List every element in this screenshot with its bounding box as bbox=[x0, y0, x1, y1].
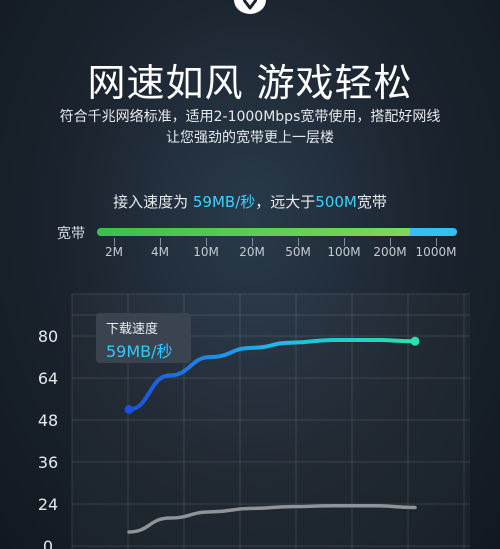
download-speed-curve bbox=[127, 337, 417, 412]
broadband-label: 宽带 bbox=[57, 226, 85, 242]
y-tick-label: 36 bbox=[38, 453, 58, 472]
broadband-progress-bar bbox=[97, 228, 457, 236]
broadband-tick-label: 4M bbox=[151, 245, 169, 259]
broadband-tick-label: 10M bbox=[193, 245, 219, 259]
tooltip-value: 59MB/秒 bbox=[106, 342, 173, 361]
chevron-down-icon bbox=[243, 0, 257, 10]
speed-suffix: 宽带 bbox=[356, 193, 387, 211]
y-tick-label: 64 bbox=[38, 369, 58, 388]
broadband-tick-label: 200M bbox=[373, 245, 407, 259]
broadband-tick-mark bbox=[252, 238, 253, 246]
speed-prefix: 接入速度为 bbox=[113, 193, 193, 211]
broadband-tick-mark bbox=[298, 238, 299, 246]
tooltip-title: 下载速度 bbox=[106, 322, 159, 337]
broadband-progress-remainder bbox=[410, 228, 457, 236]
speed-sentence: 接入速度为 59MB/秒，远大于500M宽带 bbox=[0, 191, 500, 212]
broadband-tick-label: 1000M bbox=[415, 245, 457, 259]
broadband-tick-mark bbox=[436, 238, 437, 246]
broadband-tick-mark bbox=[206, 238, 207, 246]
curve-start-point bbox=[124, 405, 134, 414]
top-badge bbox=[234, 0, 266, 14]
subtitle-line-1: 符合千兆网络标准，适用2-1000Mbps宽带使用，搭配好网线 bbox=[59, 109, 441, 125]
y-tick-label: 80 bbox=[38, 327, 58, 346]
broadband-tick-label: 50M bbox=[285, 245, 311, 259]
speed-middle: ，远大于 bbox=[255, 193, 316, 211]
broadband-tick-label: 2M bbox=[105, 245, 123, 259]
speed-value: 59MB/秒 bbox=[192, 193, 256, 211]
broadband-tick-mark bbox=[344, 238, 345, 246]
page-headline: 网速如风 游戏轻松 bbox=[87, 61, 413, 105]
broadband-tick-label: 20M bbox=[239, 245, 265, 259]
broadband-tick-mark bbox=[160, 238, 161, 246]
subtitle-line-2: 让您强劲的宽带更上一层楼 bbox=[166, 130, 334, 146]
bandwidth-value: 500M bbox=[315, 193, 357, 211]
curve-end-point bbox=[410, 336, 420, 346]
comparison-speed-curve bbox=[127, 504, 417, 534]
y-tick-label: 0 bbox=[43, 537, 53, 549]
broadband-tick-label: 100M bbox=[327, 245, 361, 259]
broadband-progress-fill bbox=[97, 228, 411, 236]
y-tick-label: 24 bbox=[38, 495, 58, 514]
broadband-tick-mark bbox=[114, 238, 115, 246]
download-speed-tooltip: 下载速度 59MB/秒 bbox=[96, 313, 191, 363]
y-tick-label: 48 bbox=[38, 411, 58, 430]
broadband-tick-mark bbox=[390, 238, 391, 246]
